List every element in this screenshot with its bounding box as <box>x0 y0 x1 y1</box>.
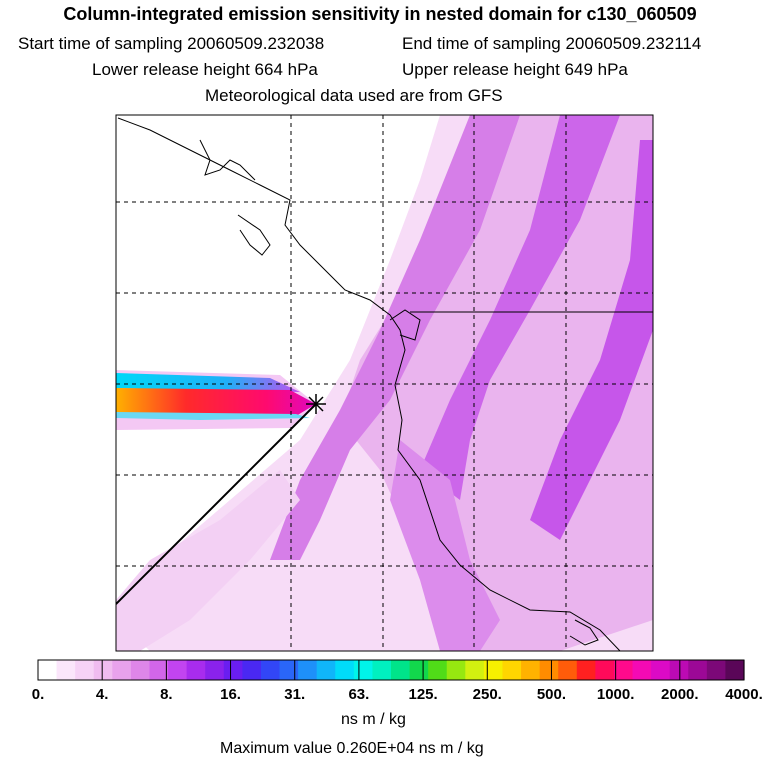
colorbar-swatch <box>93 660 113 680</box>
colorbar-swatch <box>75 660 95 680</box>
lower-release-label: Lower release height 664 hPa <box>92 60 318 79</box>
colorbar-tick-label: 1000. <box>596 686 635 703</box>
colorbar-swatch <box>483 660 504 680</box>
colorbar-swatch <box>130 660 151 680</box>
colorbar-swatch <box>56 660 76 680</box>
colorbar-swatch <box>409 660 429 680</box>
colorbar-tick-label: 4000. <box>725 686 763 703</box>
colorbar-swatch <box>335 660 355 680</box>
colorbar-tick-label: 4. <box>95 686 109 703</box>
colorbar <box>37 660 745 680</box>
sensitivity-band-west <box>270 115 520 560</box>
colorbar-swatch <box>298 660 318 680</box>
coast-south <box>569 619 599 646</box>
coastline-inlet <box>237 214 271 256</box>
sampling-end-label: End time of sampling 20060509.232114 <box>402 34 702 53</box>
maximum-value-label: Maximum value 0.260E+04 ns m / kg <box>220 740 484 757</box>
colorbar-tick-label: 16. <box>220 686 241 703</box>
colorbar-swatch <box>688 660 708 680</box>
colorbar-frame <box>37 659 745 681</box>
colorbar-swatch <box>205 660 225 680</box>
sensitivity-light-southwest <box>116 470 300 651</box>
release-point-star-icon <box>306 394 326 414</box>
colorbar-swatch <box>186 660 206 680</box>
plot-frame <box>115 114 654 652</box>
plume-core <box>116 388 316 416</box>
flight-track <box>116 403 317 605</box>
colorbar-swatch <box>391 660 411 680</box>
colorbar-swatch <box>260 660 281 680</box>
colorbar-tick-label: 500. <box>536 686 567 703</box>
colorbar-swatch <box>465 660 485 680</box>
plume-bottom <box>116 412 310 420</box>
coast-detail <box>389 309 421 341</box>
colorbar-tick-label: 31. <box>284 686 306 703</box>
grid-lines <box>116 115 653 651</box>
colorbar-swatch <box>316 660 336 680</box>
colorbar-tick-label: 2000. <box>661 686 699 703</box>
colorbar-swatch <box>576 660 596 680</box>
colorbar-swatch <box>706 660 727 680</box>
colorbar-swatch <box>595 660 615 680</box>
colorbar-swatch <box>168 660 188 680</box>
colorbar-swatch <box>725 660 745 680</box>
colorbar-swatch <box>112 660 132 680</box>
colorbar-swatch <box>651 660 671 680</box>
colorbar-swatch <box>353 660 374 680</box>
colorbar-tick-label: 63. <box>348 686 370 703</box>
plume-top <box>116 373 300 392</box>
coastline-bay <box>199 139 256 181</box>
colorbar-swatch <box>242 660 262 680</box>
colorbar-swatch <box>279 660 299 680</box>
colorbar-swatch <box>428 660 448 680</box>
colorbar-unit-label: ns m / kg <box>341 711 406 728</box>
met-data-label: Meteorological data used are from GFS <box>205 86 503 105</box>
colorbar-tick-label: 250. <box>472 686 502 703</box>
colorbar-tick-label: 0. <box>31 686 45 703</box>
colorbar-swatch <box>502 660 522 680</box>
colorbar-swatch <box>669 660 689 680</box>
colorbar-swatch <box>223 660 243 680</box>
colorbar-swatch <box>539 660 559 680</box>
colorbar-tick-label: 125. <box>408 686 438 703</box>
sampling-start-label: Start time of sampling 20060509.232038 <box>18 34 325 53</box>
colorbar-swatch <box>38 660 58 680</box>
colorbar-swatch <box>613 660 634 680</box>
colorbar-swatch <box>558 660 578 680</box>
sensitivity-field <box>116 115 653 651</box>
sensitivity-band-east <box>530 140 653 540</box>
upper-release-label: Upper release height 649 hPa <box>402 60 628 79</box>
coastline <box>117 117 621 651</box>
colorbar-swatch <box>372 660 392 680</box>
colorbar-swatch <box>632 660 652 680</box>
colorbar-swatch <box>149 660 169 680</box>
colorbar-tick-label: 8. <box>160 686 173 703</box>
sensitivity-band-central <box>420 115 620 500</box>
chart-title: Column-integrated emission sensitivity i… <box>63 4 697 24</box>
colorbar-swatch <box>446 660 466 680</box>
colorbar-swatch <box>521 660 541 680</box>
